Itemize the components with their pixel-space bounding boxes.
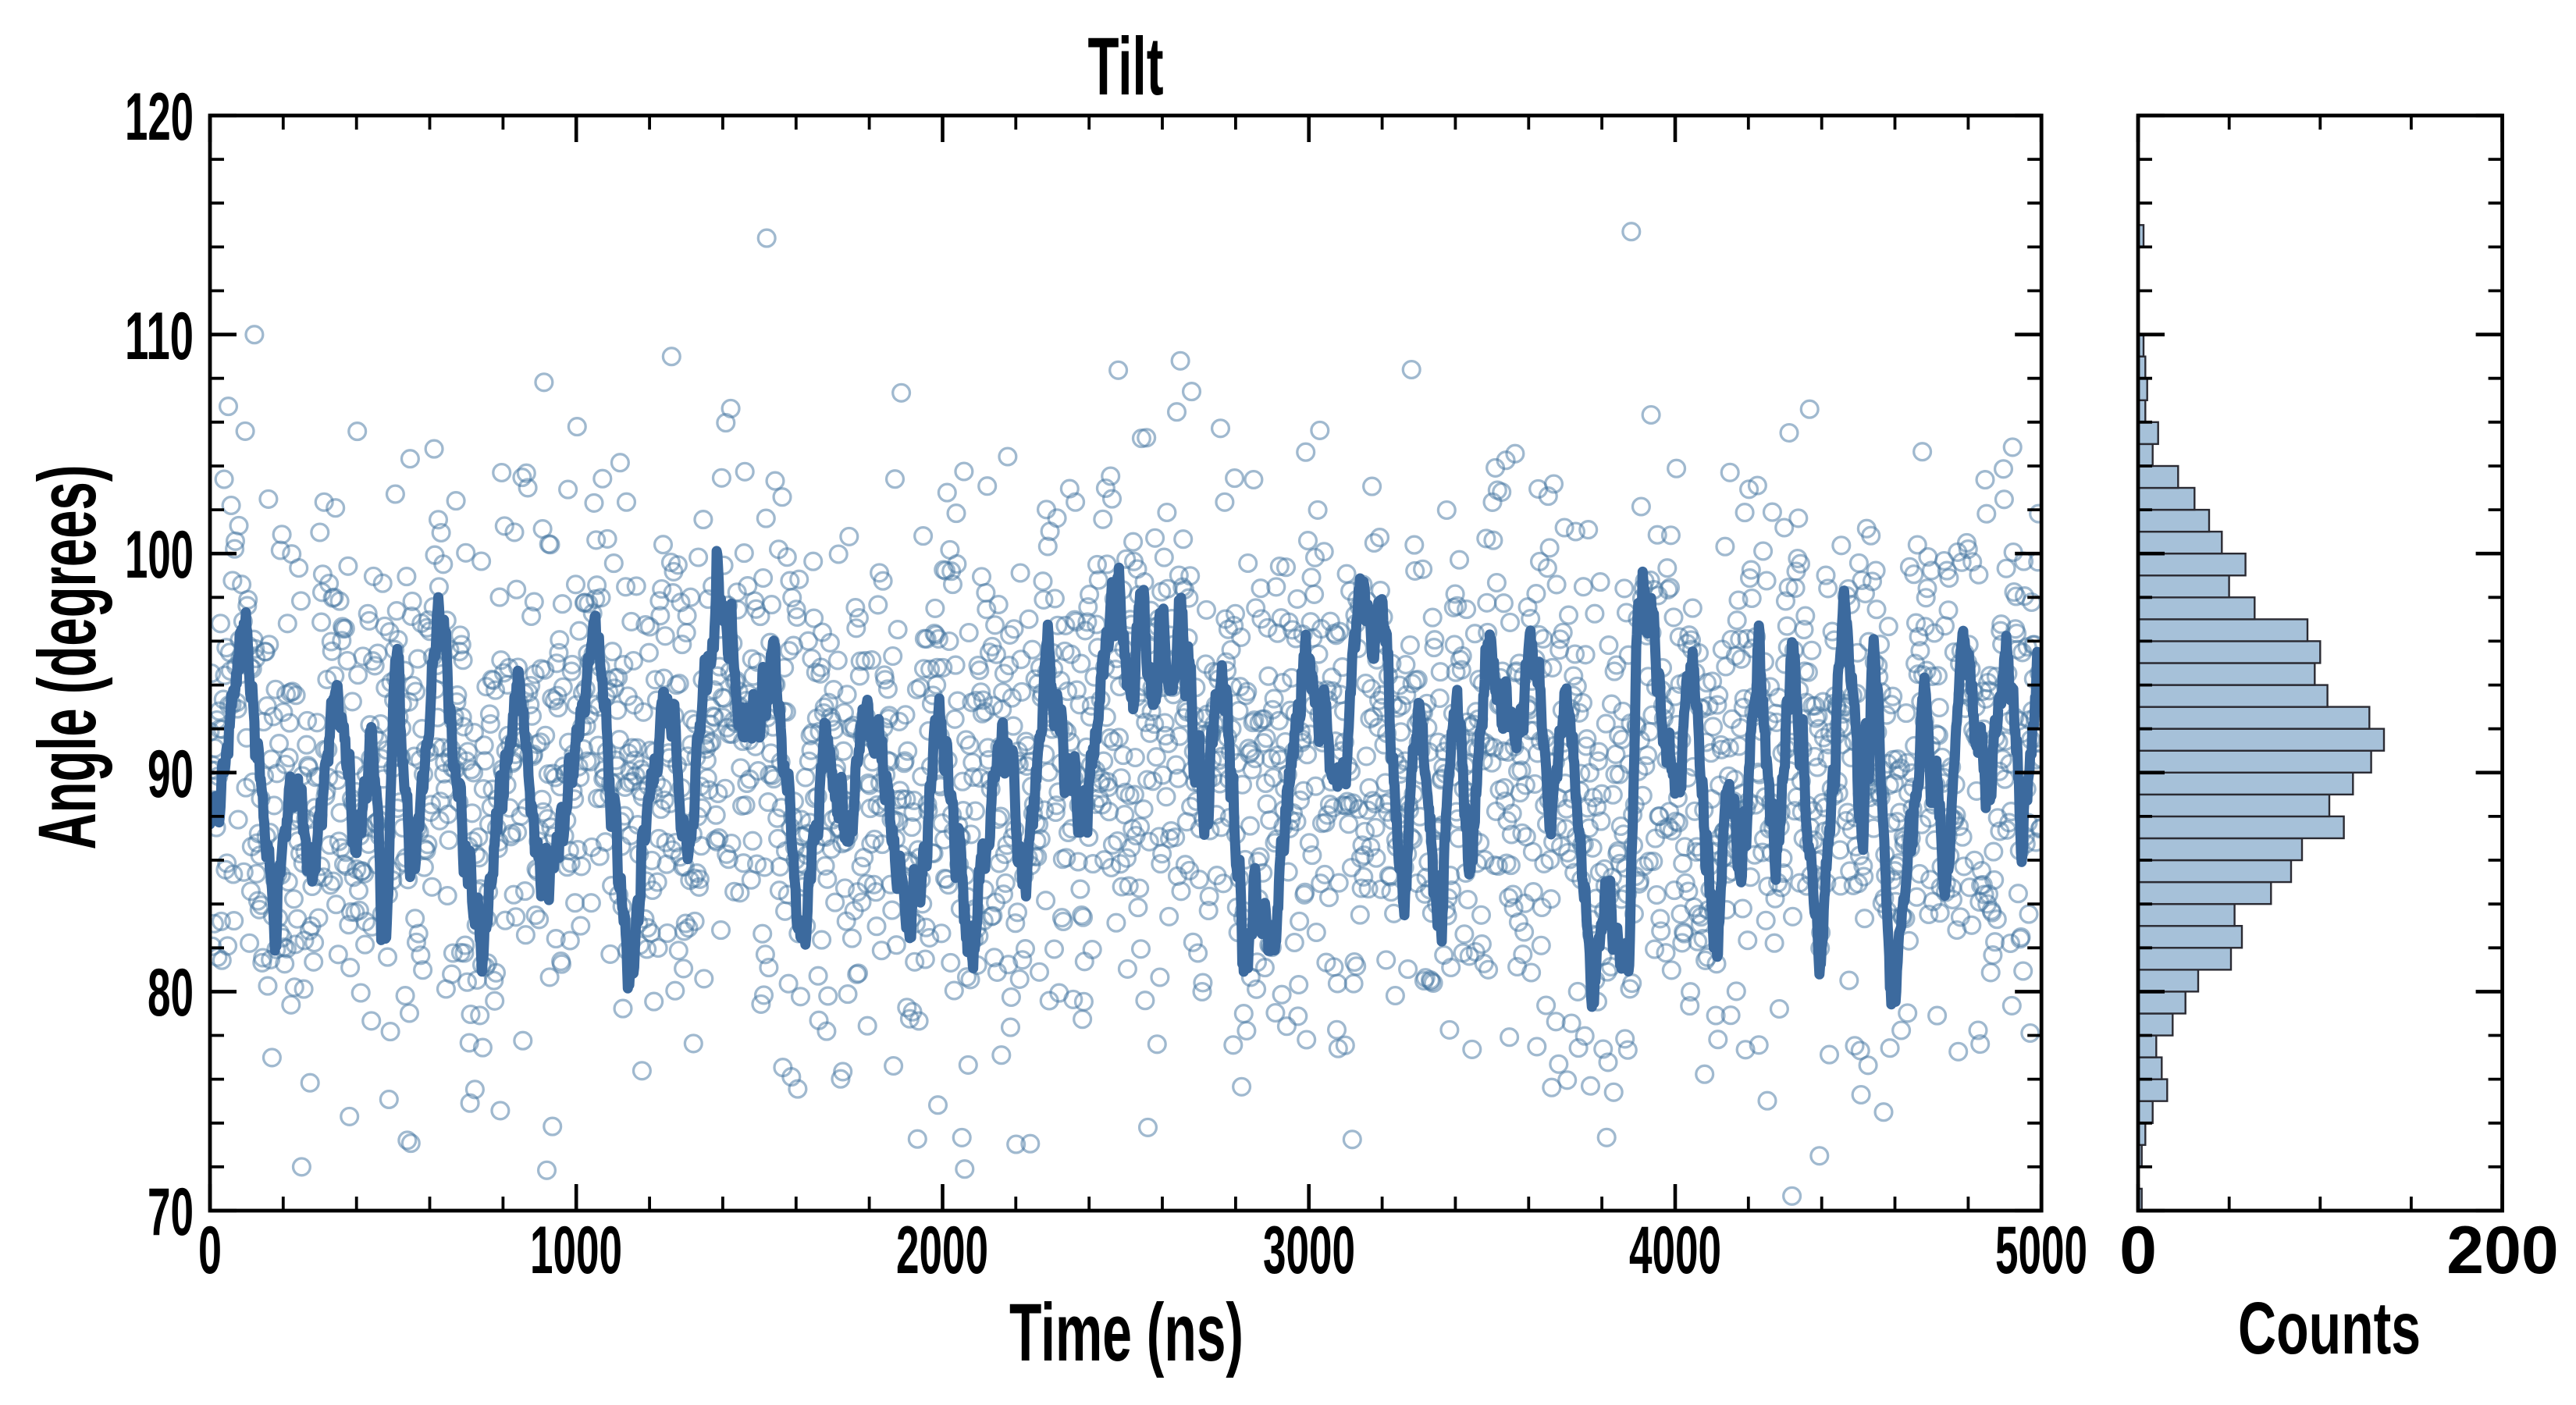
svg-text:Time (ns): Time (ns)	[1009, 1287, 1244, 1378]
svg-text:1000: 1000	[530, 1213, 622, 1288]
svg-text:70: 70	[148, 1175, 194, 1250]
svg-text:5000: 5000	[1995, 1213, 2087, 1288]
svg-text:100: 100	[125, 518, 194, 592]
svg-text:Angle (degrees): Angle (degrees)	[22, 465, 113, 850]
svg-text:90: 90	[148, 737, 194, 812]
svg-text:80: 80	[148, 955, 194, 1030]
svg-text:0: 0	[198, 1213, 222, 1288]
svg-text:120: 120	[125, 80, 194, 155]
svg-text:2000: 2000	[896, 1213, 988, 1288]
svg-text:0: 0	[2119, 1213, 2157, 1288]
svg-text:110: 110	[125, 299, 194, 374]
svg-text:Tilt: Tilt	[1088, 21, 1164, 112]
svg-text:3000: 3000	[1263, 1213, 1355, 1288]
svg-text:Counts: Counts	[2238, 1287, 2421, 1370]
svg-text:200: 200	[2446, 1213, 2559, 1288]
svg-text:4000: 4000	[1629, 1213, 1721, 1288]
